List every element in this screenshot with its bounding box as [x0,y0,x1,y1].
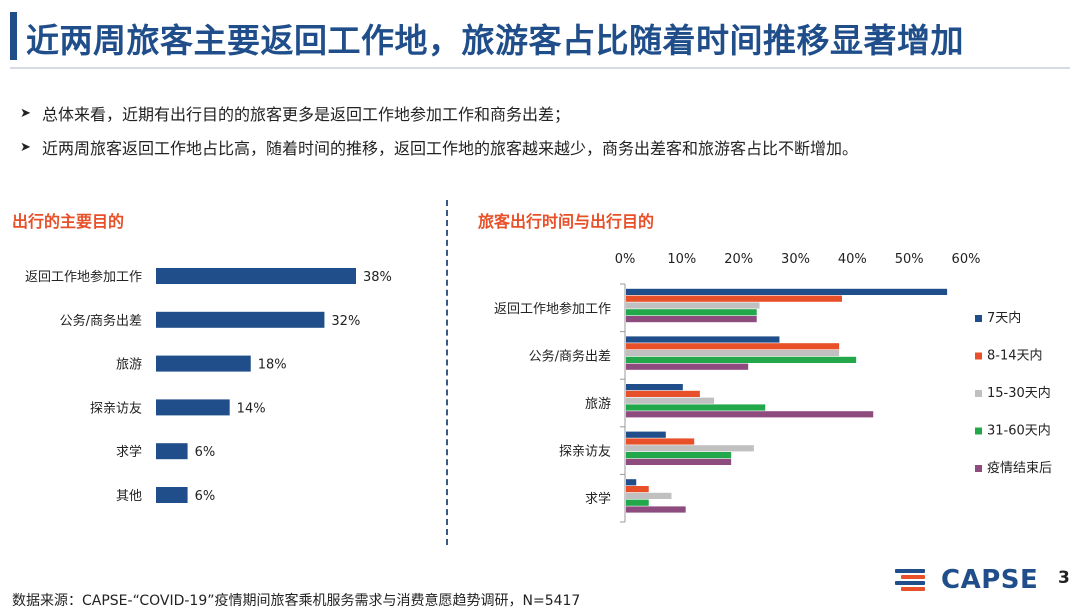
left-category-label: 其他 [116,489,142,504]
right-bar [626,363,749,370]
left-value-label: 6% [195,445,216,460]
right-bar [626,458,732,465]
right-bar [626,492,672,499]
capse-logo-mark-icon [895,567,935,593]
left-category-label: 旅游 [116,358,142,373]
left-category-label: 求学 [116,444,142,460]
left-value-label: 32% [331,314,360,329]
right-bar [626,411,874,418]
summary-bullets: ➤ 总体来看，近期有出行目的的旅客更多是返回工作地参加工作和商务出差； ➤ 近两… [20,96,1070,164]
left-value-label: 18% [258,358,287,373]
right-bar [626,288,948,295]
right-bar [626,316,757,323]
legend-swatch [975,315,982,322]
right-bar [626,309,757,316]
capse-logo-text: CAPSE [941,565,1039,595]
legend-swatch [975,352,982,360]
legend-label: 7天内 [987,310,1021,326]
right-chart-title: 旅客出行时间与出行目的 [478,212,655,231]
bullet-arrow-icon: ➤ [20,105,31,121]
right-bar [626,479,637,486]
right-category-label: 求学 [585,491,611,507]
legend-label: 31-60天内 [987,423,1051,439]
right-bar [626,486,649,493]
left-value-label: 38% [363,270,392,285]
left-value-label: 6% [195,489,216,504]
left-bar [156,443,188,460]
right-x-tick-label: 0% [615,252,636,267]
right-bar [626,343,840,350]
title-divider [10,67,1070,69]
right-x-tick-label: 20% [724,252,753,267]
right-bar [626,404,766,411]
right-x-tick-label: 50% [895,252,924,267]
summary-bullet-2: ➤ 近两周旅客返回工作地占比高，随着时间的推移，返回工作地的旅客越来越少，商务出… [20,130,1070,164]
right-category-label: 旅游 [585,397,611,412]
right-bar [626,295,842,302]
left-category-label: 返回工作地参加工作 [25,269,142,285]
right-bar [626,356,857,363]
right-x-tick-label: 60% [952,252,981,267]
left-chart-title: 出行的主要目的 [12,212,125,231]
right-category-label: 公务/商务出差 [529,348,611,364]
capse-logo: CAPSE [895,564,1038,596]
right-bar [626,499,649,506]
summary-bullet-text: 近两周旅客返回工作地占比高，随着时间的推移，返回工作地的旅客越来越少，商务出差客… [42,139,859,158]
left-bar [156,268,356,284]
left-category-label: 公务/商务出差 [60,313,142,329]
data-source-note: 数据来源：CAPSE-“COVID-19”疫情期间旅客乘机服务需求与消费意愿趋势… [12,593,581,609]
right-x-tick-label: 10% [667,252,696,267]
right-bar [626,384,683,391]
right-bar [626,452,732,459]
page-title: 近两周旅客主要返回工作地，旅游客占比随着时间推移显著增加 [26,21,964,60]
right-bar [626,350,840,357]
left-category-label: 探亲访友 [90,400,142,416]
legend-label: 8-14天内 [987,348,1043,364]
section-divider [446,200,448,545]
page-number: 3 [1058,568,1070,588]
left-value-label: 14% [237,401,266,416]
right-bar [626,445,754,452]
left-bar [156,355,251,372]
right-bar [626,438,695,445]
right-bar [626,397,715,404]
title-accent-bar [10,12,17,60]
right-bar [626,506,686,513]
right-bar [626,431,666,438]
right-category-label: 探亲访友 [559,444,611,460]
right-x-tick-label: 30% [781,252,810,267]
legend-swatch [975,390,982,397]
bullet-arrow-icon: ➤ [20,139,31,155]
legend-label: 15-30天内 [987,385,1051,401]
left-bar [156,399,230,416]
summary-bullet-text: 总体来看，近期有出行目的的旅客更多是返回工作地参加工作和商务出差； [42,105,571,124]
right-bar [626,390,700,397]
legend-label: 疫情结束后 [987,460,1052,476]
right-x-tick-label: 40% [838,252,867,267]
legend-swatch [975,427,982,435]
left-bar [156,311,325,328]
right-category-label: 返回工作地参加工作 [494,301,611,317]
legend-swatch [975,465,982,472]
summary-bullet-1: ➤ 总体来看，近期有出行目的的旅客更多是返回工作地参加工作和商务出差； [20,96,1070,130]
right-bar [626,336,780,343]
right-bar [626,302,760,309]
left-bar [156,487,188,503]
